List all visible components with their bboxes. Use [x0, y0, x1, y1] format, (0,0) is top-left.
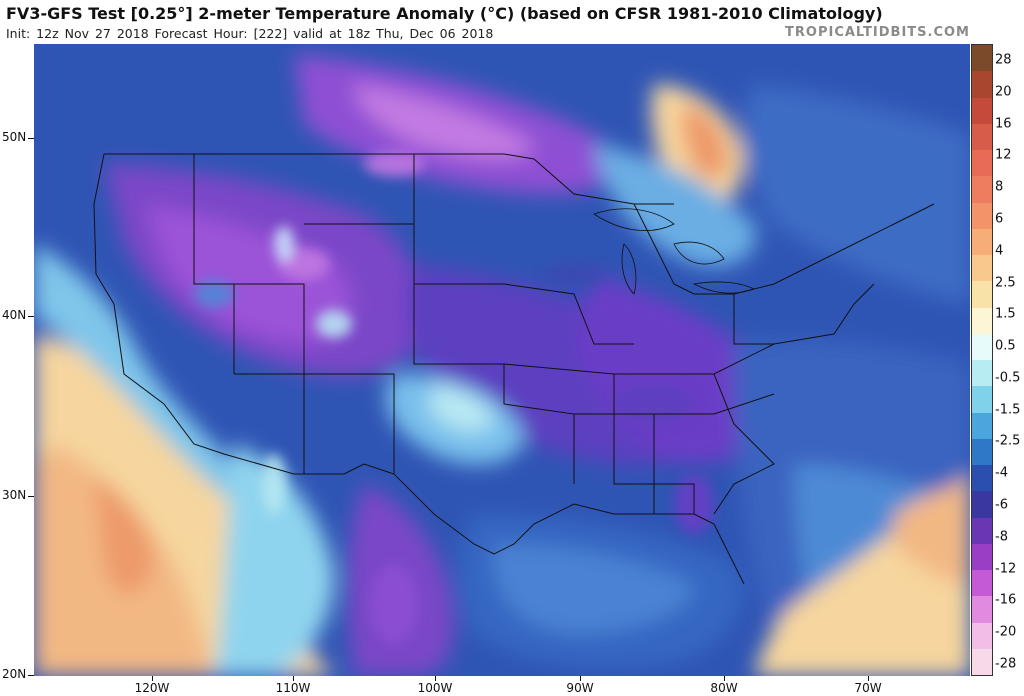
colorbar-label: -4: [995, 465, 1008, 481]
colorbar-label: -16: [995, 592, 1017, 608]
colorbar-label: -6: [995, 497, 1008, 513]
great-lakes: [593, 208, 756, 295]
colorbar-label: -1.5: [995, 402, 1021, 418]
lon-label-120w: 120W: [134, 681, 170, 695]
lon-label-80w: 80W: [710, 681, 738, 695]
colorbar-label: 8: [995, 179, 1004, 195]
source-watermark: TROPICALTIDBITS.COM: [785, 25, 970, 40]
colorbar: [971, 44, 993, 676]
colorbar-segment: [972, 596, 992, 623]
colorbar-label: -2.5: [995, 433, 1021, 449]
colorbar-label: 1.5: [995, 306, 1016, 322]
colorbar-segment: [972, 360, 992, 387]
lon-tick: [293, 676, 294, 681]
colorbar-label: 0.5: [995, 338, 1016, 354]
lat-label-50n: 50N: [2, 130, 27, 144]
colorbar-segment: [972, 517, 992, 544]
colorbar-segment: [972, 491, 992, 518]
lon-tick: [580, 676, 581, 681]
lon-tick: [868, 676, 869, 681]
colorbar-label: 2.5: [995, 275, 1016, 291]
lon-label-90w: 90W: [566, 681, 594, 695]
colorbar-label: -8: [995, 529, 1008, 545]
lon-tick: [152, 676, 153, 681]
colorbar-segment: [972, 228, 992, 255]
colorbar-segment: [972, 202, 992, 229]
map-header: FV3-GFS Test [0.25°] 2-meter Temperature…: [0, 0, 1024, 44]
colorbar-label: -12: [995, 561, 1017, 577]
colorbar-segment: [972, 307, 992, 334]
colorbar-label: -20: [995, 624, 1017, 640]
colorbar-segment: [972, 543, 992, 570]
colorbar-label: 16: [995, 116, 1012, 132]
colorbar-segment: [972, 176, 992, 203]
map-subtitle: Init: 12z Nov 27 2018 Forecast Hour: [22…: [6, 26, 494, 41]
lon-tick: [724, 676, 725, 681]
lat-tick: [28, 496, 34, 497]
colorbar-label: -0.5: [995, 370, 1021, 386]
colorbar-segment: [972, 45, 992, 72]
colorbar-segment: [972, 648, 992, 675]
lat-label-40n: 40N: [2, 308, 27, 322]
lat-tick: [28, 138, 34, 139]
colorbar-segment: [972, 255, 992, 282]
lat-tick: [28, 675, 34, 676]
map-canvas: [34, 44, 970, 676]
colorbar-segment: [972, 71, 992, 98]
lon-label-110w: 110W: [275, 681, 311, 695]
colorbar-label: 28: [995, 52, 1012, 68]
anomaly-map: [34, 44, 970, 676]
colorbar-segment: [972, 438, 992, 465]
colorbar-label: 12: [995, 147, 1012, 163]
colorbar-label: -28: [995, 656, 1017, 672]
colorbar-segment: [972, 123, 992, 150]
colorbar-segment: [972, 465, 992, 492]
colorbar-segment: [972, 150, 992, 177]
colorbar-segment: [972, 570, 992, 597]
colorbar-segment: [972, 622, 992, 649]
lat-label-30n: 30N: [2, 488, 27, 502]
colorbar-segment: [972, 412, 992, 439]
colorbar-segment: [972, 97, 992, 124]
colorbar-segment: [972, 281, 992, 308]
lat-tick: [28, 316, 34, 317]
colorbar-label: 4: [995, 243, 1004, 259]
map-title: FV3-GFS Test [0.25°] 2-meter Temperature…: [6, 4, 883, 23]
lon-label-100w: 100W: [417, 681, 453, 695]
lat-label-20n: 20N: [2, 667, 27, 681]
colorbar-label: 20: [995, 84, 1012, 100]
lon-tick: [435, 676, 436, 681]
colorbar-label: 6: [995, 211, 1004, 227]
colorbar-segment: [972, 333, 992, 360]
lon-label-70w: 70W: [854, 681, 882, 695]
colorbar-segment: [972, 386, 992, 413]
